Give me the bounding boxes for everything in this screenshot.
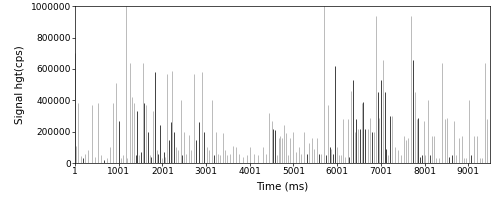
X-axis label: Time (ms): Time (ms)	[256, 182, 308, 192]
Y-axis label: Signal hgt(cps): Signal hgt(cps)	[15, 45, 25, 124]
